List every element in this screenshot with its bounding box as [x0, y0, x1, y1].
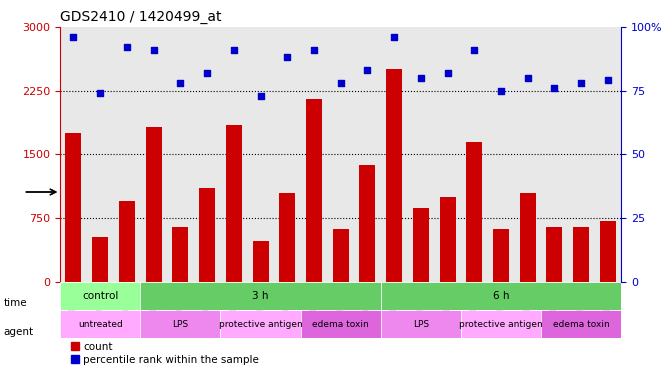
- Point: [549, 85, 560, 91]
- Bar: [520, 193, 536, 282]
- Point: [496, 88, 506, 94]
- Bar: [600, 221, 616, 282]
- Point: [228, 47, 239, 53]
- Point: [576, 80, 587, 86]
- Point: [95, 90, 106, 96]
- Point: [389, 34, 399, 40]
- Point: [309, 47, 319, 53]
- Point: [175, 80, 186, 86]
- Bar: [440, 197, 456, 282]
- Text: protective antigen: protective antigen: [218, 320, 303, 329]
- FancyBboxPatch shape: [60, 310, 140, 338]
- Point: [202, 70, 212, 76]
- FancyBboxPatch shape: [60, 282, 140, 310]
- Point: [68, 34, 79, 40]
- Text: control: control: [82, 291, 118, 301]
- Text: edema toxin: edema toxin: [313, 320, 369, 329]
- Text: LPS: LPS: [413, 320, 429, 329]
- Bar: [119, 201, 135, 282]
- Point: [362, 67, 373, 73]
- Text: untreated: untreated: [78, 320, 122, 329]
- Point: [522, 75, 533, 81]
- FancyBboxPatch shape: [140, 282, 381, 310]
- Bar: [172, 227, 188, 282]
- Bar: [306, 99, 322, 282]
- Bar: [546, 227, 562, 282]
- Bar: [466, 142, 482, 282]
- Bar: [146, 127, 162, 282]
- Bar: [199, 188, 215, 282]
- FancyBboxPatch shape: [381, 282, 621, 310]
- FancyBboxPatch shape: [541, 310, 621, 338]
- Bar: [253, 241, 269, 282]
- Bar: [226, 125, 242, 282]
- Bar: [359, 165, 375, 282]
- Text: GDS2410 / 1420499_at: GDS2410 / 1420499_at: [60, 10, 222, 25]
- FancyBboxPatch shape: [220, 310, 301, 338]
- Bar: [92, 237, 108, 282]
- Point: [415, 75, 426, 81]
- Bar: [573, 227, 589, 282]
- Bar: [493, 229, 509, 282]
- Bar: [279, 193, 295, 282]
- Bar: [333, 229, 349, 282]
- Text: LPS: LPS: [172, 320, 188, 329]
- Point: [122, 44, 132, 50]
- Point: [148, 47, 159, 53]
- Point: [469, 47, 480, 53]
- FancyBboxPatch shape: [461, 310, 541, 338]
- Bar: [65, 133, 81, 282]
- Text: time: time: [3, 298, 27, 308]
- Point: [335, 80, 346, 86]
- FancyBboxPatch shape: [381, 310, 461, 338]
- Point: [282, 55, 293, 61]
- Text: protective antigen: protective antigen: [459, 320, 543, 329]
- Point: [442, 70, 453, 76]
- FancyBboxPatch shape: [301, 310, 381, 338]
- Legend: count, percentile rank within the sample: count, percentile rank within the sample: [71, 342, 259, 365]
- Point: [603, 77, 613, 83]
- Bar: [413, 208, 429, 282]
- FancyBboxPatch shape: [140, 310, 220, 338]
- Text: edema toxin: edema toxin: [553, 320, 609, 329]
- Point: [255, 93, 266, 99]
- Text: 3 h: 3 h: [253, 291, 269, 301]
- Bar: [386, 70, 402, 282]
- Text: 6 h: 6 h: [493, 291, 509, 301]
- Text: agent: agent: [3, 327, 33, 337]
